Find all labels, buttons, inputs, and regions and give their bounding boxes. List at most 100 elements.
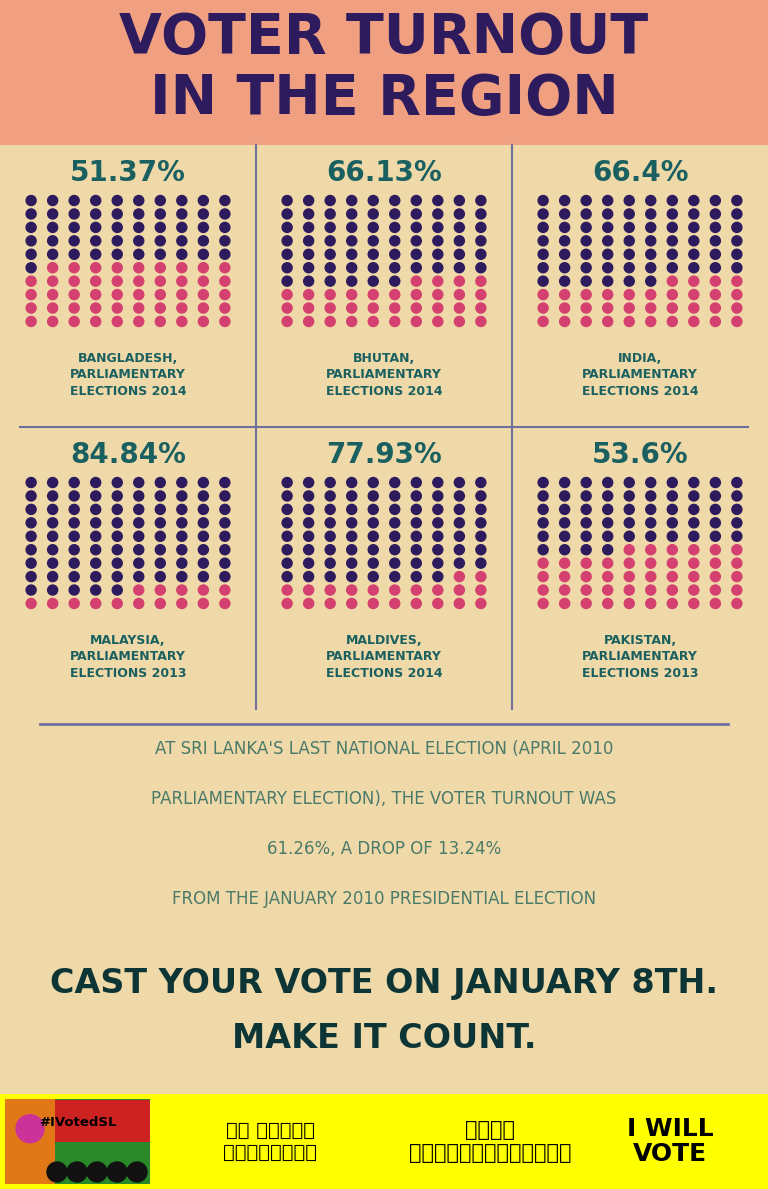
Circle shape <box>177 195 187 206</box>
Circle shape <box>155 491 165 501</box>
Circle shape <box>69 598 79 609</box>
Circle shape <box>603 491 613 501</box>
Circle shape <box>624 572 634 581</box>
Circle shape <box>412 572 422 581</box>
Circle shape <box>91 545 101 555</box>
Circle shape <box>91 235 101 246</box>
Circle shape <box>538 290 548 300</box>
Circle shape <box>689 276 699 287</box>
Circle shape <box>346 195 356 206</box>
Circle shape <box>732 518 742 528</box>
Circle shape <box>198 209 208 219</box>
Circle shape <box>412 290 422 300</box>
Circle shape <box>112 545 122 555</box>
Circle shape <box>198 518 208 528</box>
Circle shape <box>346 235 356 246</box>
Circle shape <box>581 290 591 300</box>
Circle shape <box>112 250 122 259</box>
Circle shape <box>155 303 165 313</box>
Circle shape <box>455 222 465 232</box>
Circle shape <box>455 303 465 313</box>
Circle shape <box>667 263 677 272</box>
Circle shape <box>581 531 591 541</box>
Circle shape <box>476 235 486 246</box>
Circle shape <box>220 250 230 259</box>
Text: நான்
வாக்களிப்பேன்: நான் வாக்களிப்பேன் <box>409 1120 571 1163</box>
Circle shape <box>26 504 36 515</box>
Circle shape <box>48 303 58 313</box>
Circle shape <box>476 598 486 609</box>
Circle shape <box>689 504 699 515</box>
Circle shape <box>646 504 656 515</box>
Circle shape <box>134 585 144 594</box>
Circle shape <box>134 518 144 528</box>
Circle shape <box>325 598 335 609</box>
Circle shape <box>134 478 144 487</box>
Circle shape <box>134 531 144 541</box>
Circle shape <box>177 316 187 327</box>
Circle shape <box>177 303 187 313</box>
Text: 51.37%: 51.37% <box>70 159 186 187</box>
Circle shape <box>710 235 720 246</box>
Circle shape <box>689 222 699 232</box>
Circle shape <box>177 209 187 219</box>
Text: PAKISTAN,
PARLIAMENTARY
ELECTIONS 2013: PAKISTAN, PARLIAMENTARY ELECTIONS 2013 <box>581 634 698 680</box>
Circle shape <box>646 585 656 594</box>
Circle shape <box>155 572 165 581</box>
Circle shape <box>389 303 400 313</box>
Circle shape <box>69 518 79 528</box>
Circle shape <box>69 290 79 300</box>
Circle shape <box>346 316 356 327</box>
Circle shape <box>26 303 36 313</box>
Circle shape <box>134 316 144 327</box>
Circle shape <box>220 504 230 515</box>
Circle shape <box>48 558 58 568</box>
Circle shape <box>303 303 313 313</box>
Circle shape <box>155 545 165 555</box>
Circle shape <box>412 235 422 246</box>
Circle shape <box>69 531 79 541</box>
Circle shape <box>198 491 208 501</box>
Circle shape <box>433 290 443 300</box>
Circle shape <box>412 222 422 232</box>
Circle shape <box>624 235 634 246</box>
Circle shape <box>91 518 101 528</box>
Circle shape <box>538 209 548 219</box>
Circle shape <box>112 518 122 528</box>
Circle shape <box>560 545 570 555</box>
Circle shape <box>134 572 144 581</box>
Circle shape <box>282 316 292 327</box>
Circle shape <box>368 263 379 272</box>
Circle shape <box>433 195 443 206</box>
Circle shape <box>433 235 443 246</box>
Circle shape <box>112 598 122 609</box>
Circle shape <box>282 504 292 515</box>
Circle shape <box>220 531 230 541</box>
Circle shape <box>155 195 165 206</box>
Circle shape <box>603 558 613 568</box>
Circle shape <box>455 290 465 300</box>
Circle shape <box>282 222 292 232</box>
Circle shape <box>538 598 548 609</box>
Circle shape <box>26 290 36 300</box>
Circle shape <box>48 263 58 272</box>
Circle shape <box>455 531 465 541</box>
Circle shape <box>538 545 548 555</box>
Circle shape <box>433 504 443 515</box>
Circle shape <box>710 491 720 501</box>
Circle shape <box>155 250 165 259</box>
Circle shape <box>325 250 335 259</box>
Circle shape <box>732 222 742 232</box>
Circle shape <box>26 250 36 259</box>
Circle shape <box>732 585 742 594</box>
Circle shape <box>581 518 591 528</box>
Circle shape <box>107 1162 127 1182</box>
Circle shape <box>389 478 400 487</box>
Text: #IVotedSL: #IVotedSL <box>38 1116 116 1130</box>
Circle shape <box>710 598 720 609</box>
Circle shape <box>476 518 486 528</box>
Circle shape <box>346 558 356 568</box>
Circle shape <box>560 504 570 515</box>
Circle shape <box>624 195 634 206</box>
Circle shape <box>282 478 292 487</box>
